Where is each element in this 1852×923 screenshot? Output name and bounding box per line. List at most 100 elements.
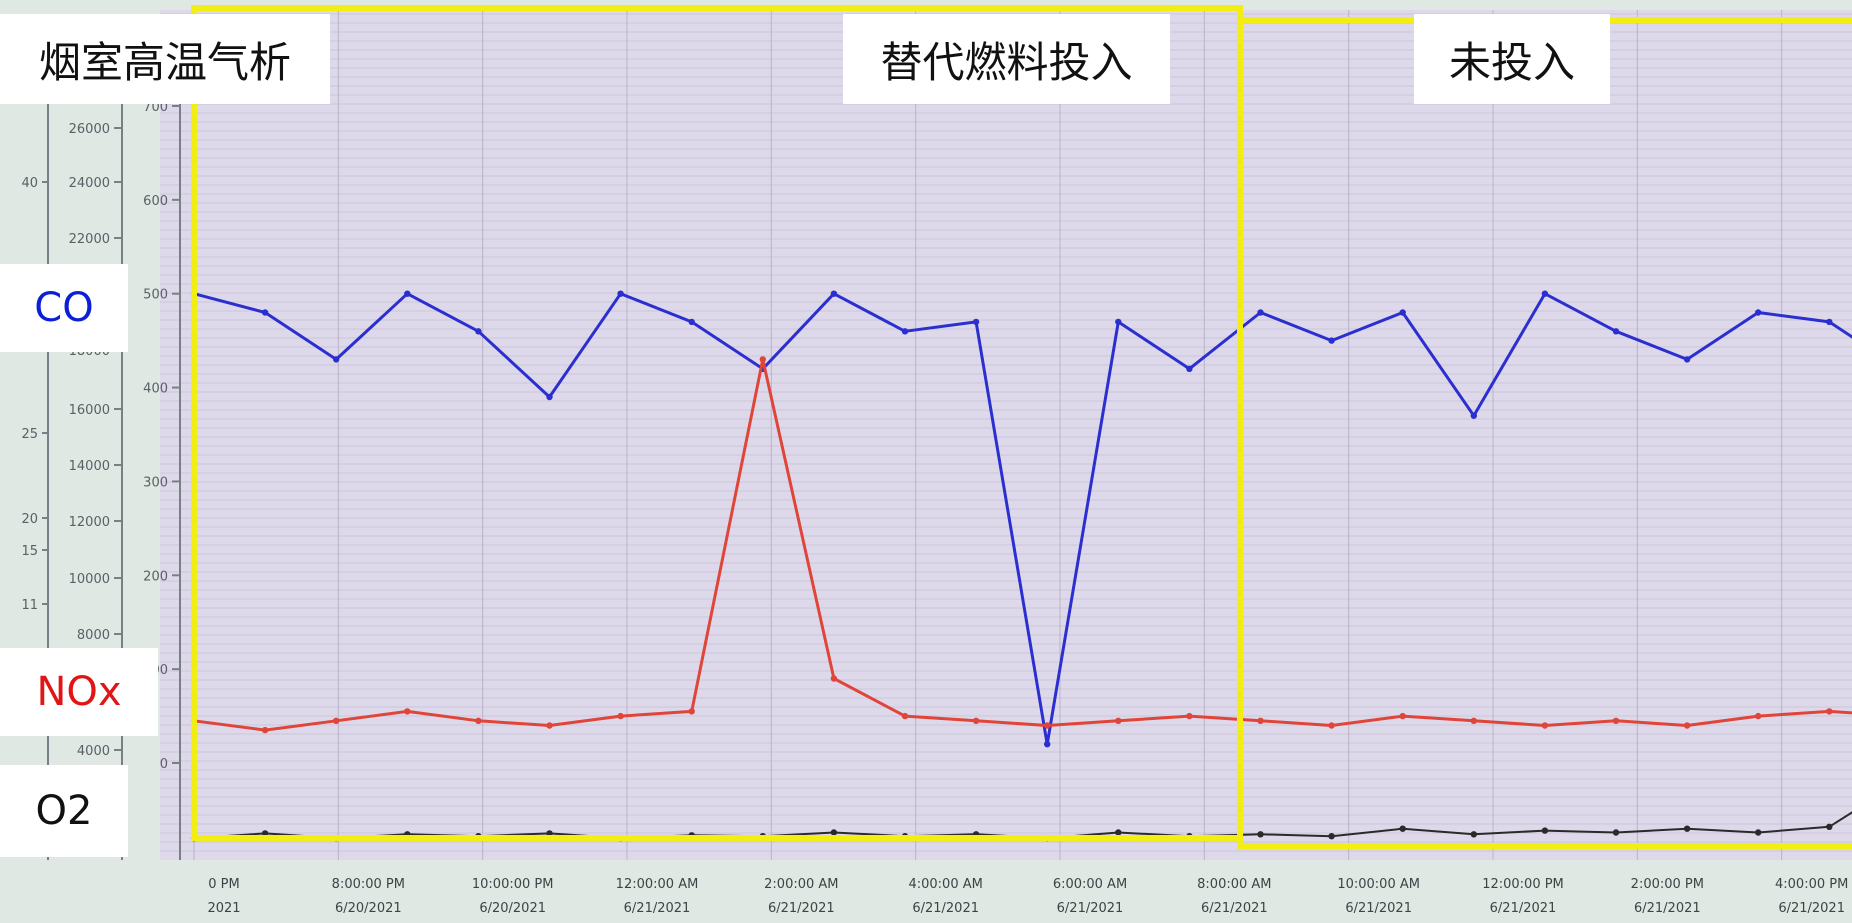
x-tick-date: 6/20/2021 — [479, 901, 546, 916]
data-point-co — [1115, 318, 1122, 326]
data-point-nox — [404, 708, 411, 715]
o2-axis-ticks: 11 15 20 25 40 — [21, 176, 48, 613]
co-tick-label: 300 — [143, 475, 168, 490]
data-point-co — [1257, 309, 1264, 316]
x-tick-time: 0 PM — [208, 877, 239, 892]
o2-tick-label: 25 — [21, 427, 38, 442]
data-point-nox — [1755, 712, 1762, 720]
data-point-co — [1541, 290, 1549, 297]
x-tick-time: 12:00:00 AM — [616, 877, 699, 892]
data-point-nox — [1399, 712, 1406, 720]
data-point-co — [617, 290, 624, 297]
data-point-co — [261, 309, 269, 316]
data-point-nox — [1115, 717, 1122, 724]
o2-legend-label: O2 — [0, 765, 128, 857]
plot-background — [160, 10, 1852, 860]
o2-tick-label: 20 — [21, 512, 38, 527]
x-tick-date: 6/21/2021 — [624, 901, 691, 916]
series-line-nox — [193, 357, 1852, 732]
data-point-nox — [1612, 717, 1620, 724]
series-co — [190, 290, 1852, 748]
x-tick-time: 2:00:00 AM — [764, 877, 838, 892]
x-tick-time: 12:00:00 PM — [1482, 877, 1564, 892]
data-point-co — [972, 318, 980, 326]
x-tick-date: 6/20/2021 — [335, 901, 402, 916]
data-point-co — [1755, 309, 1762, 316]
data-point-nox — [1257, 717, 1264, 724]
co-tick-label: 200 — [143, 569, 168, 584]
nox-legend-label: NOx — [0, 648, 158, 736]
data-point-o2 — [830, 829, 838, 836]
x-tick-date: 6/21/2021 — [1778, 901, 1845, 916]
data-point-nox — [1541, 722, 1549, 729]
x-tick-date: 6/21/2021 — [768, 901, 835, 916]
data-point-nox — [1186, 712, 1193, 720]
x-tick-time: 8:00:00 AM — [1197, 877, 1271, 892]
data-point-o2 — [1755, 829, 1762, 836]
series-line-co — [193, 292, 1852, 746]
data-point-nox — [759, 356, 766, 363]
data-point-o2 — [1683, 825, 1691, 832]
data-point-co — [688, 318, 695, 326]
x-tick-date: 2021 — [207, 901, 240, 916]
data-point-nox — [617, 712, 624, 720]
data-point-o2 — [1257, 831, 1264, 838]
data-point-nox — [1683, 722, 1691, 729]
data-point-nox — [688, 708, 695, 715]
co-tick-label: 400 — [143, 382, 168, 397]
data-point-nox — [1044, 722, 1051, 729]
data-point-nox — [1470, 717, 1478, 724]
data-point-co — [1186, 365, 1193, 372]
o2-tick-label: 11 — [21, 598, 38, 613]
o2-tick-label: 15 — [21, 544, 38, 559]
data-point-co — [1826, 318, 1833, 326]
data-point-nox — [261, 726, 269, 734]
co-tick-label: 0 — [160, 757, 168, 772]
data-point-o2 — [1115, 829, 1122, 836]
nox-tick-label: 4000 — [77, 744, 110, 759]
x-tick-time: 4:00:00 PM — [1775, 877, 1848, 892]
nox-tick-label: 24000 — [69, 176, 110, 191]
data-point-nox — [901, 712, 909, 720]
x-tick-time: 4:00:00 AM — [908, 877, 982, 892]
x-tick-time: 2:00:00 PM — [1631, 877, 1704, 892]
x-tick-date: 6/21/2021 — [912, 901, 979, 916]
data-point-co — [901, 328, 909, 335]
no-alt-fuel-period-label: 未投入 — [1414, 14, 1610, 104]
data-point-co — [404, 290, 411, 297]
data-point-co — [1044, 741, 1051, 748]
data-point-nox — [546, 722, 553, 729]
x-tick-date: 6/21/2021 — [1201, 901, 1268, 916]
data-point-nox — [972, 717, 980, 724]
co-axis-ticks: 0100200300400500600700 — [143, 100, 180, 772]
data-point-co — [1399, 309, 1406, 316]
co-legend-label: CO — [0, 264, 128, 352]
data-point-co — [546, 393, 553, 401]
x-tick-time: 8:00:00 PM — [332, 877, 405, 892]
data-point-nox — [830, 675, 838, 682]
x-tick-date: 6/21/2021 — [1057, 901, 1124, 916]
data-point-o2 — [1328, 833, 1335, 840]
x-tick-date: 6/21/2021 — [1345, 901, 1412, 916]
chart-title-label: 烟室高温气析 — [0, 14, 330, 104]
data-point-o2 — [1612, 829, 1620, 836]
data-point-o2 — [1826, 823, 1833, 830]
data-point-nox — [475, 717, 482, 724]
o2-tick-label: 40 — [21, 176, 38, 191]
data-point-co — [1328, 337, 1335, 344]
data-point-co — [1683, 356, 1691, 363]
x-tick-time: 6:00:00 AM — [1053, 877, 1127, 892]
nox-tick-label: 22000 — [69, 232, 110, 247]
nox-tick-label: 16000 — [69, 403, 110, 418]
co-tick-label: 500 — [143, 288, 168, 303]
data-point-co — [333, 356, 340, 363]
nox-tick-label: 26000 — [69, 122, 110, 137]
nox-tick-label: 8000 — [77, 628, 110, 643]
data-point-co — [475, 328, 482, 335]
nox-tick-label: 10000 — [69, 572, 110, 587]
x-tick-date: 6/21/2021 — [1490, 901, 1557, 916]
data-point-nox — [1328, 722, 1335, 729]
co-tick-label: 600 — [143, 194, 168, 209]
